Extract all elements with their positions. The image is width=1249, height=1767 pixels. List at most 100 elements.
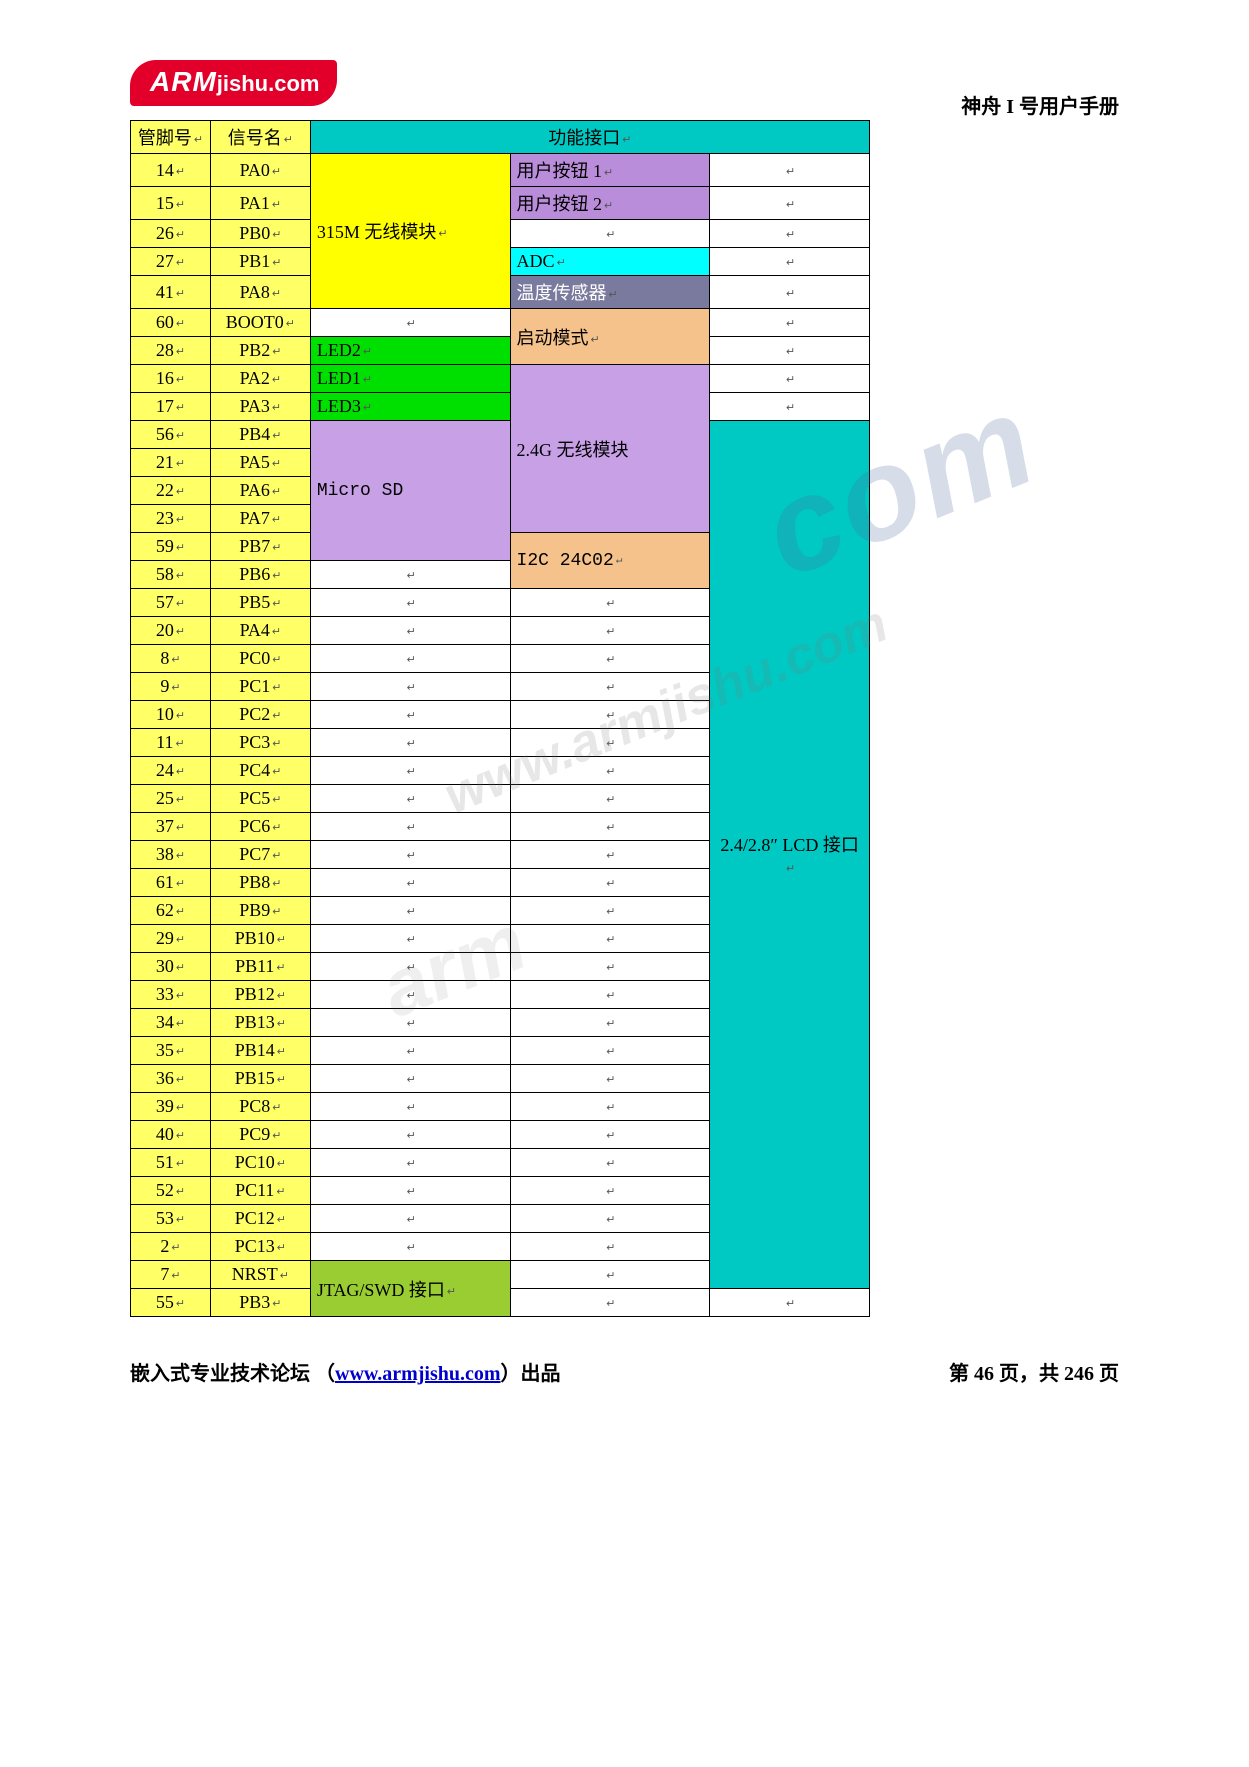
cell-sig: PA1 (210, 187, 310, 220)
cell-empty (310, 925, 510, 953)
cell-pin: 23 (131, 505, 211, 533)
cell-empty (310, 673, 510, 701)
logo: ARMjishu.com 神舟 I 号用户手册 (130, 60, 1119, 110)
cell-sig: PA7 (210, 505, 310, 533)
cell-sig: PA5 (210, 449, 310, 477)
block-24g: 2.4G 无线模块 (510, 365, 710, 533)
cell-sig: PB12 (210, 981, 310, 1009)
cell-pin: 58 (131, 561, 211, 589)
cell-sig: PB3 (210, 1289, 310, 1317)
cell-empty (510, 1093, 710, 1121)
cell-sig: NRST (210, 1261, 310, 1289)
cell-pin: 10 (131, 701, 211, 729)
cell-empty (710, 154, 870, 187)
cell-empty (310, 1177, 510, 1205)
cell-empty (710, 220, 870, 248)
cell-empty (510, 617, 710, 645)
footer-right: 第 46 页，共 246 页 (949, 1357, 1119, 1386)
page-footer: 嵌入式专业技术论坛 （www.armjishu.com）出品 第 46 页，共 … (130, 1357, 1119, 1386)
cell-empty (710, 365, 870, 393)
block-led3: LED3 (310, 393, 510, 421)
cell-empty (510, 1037, 710, 1065)
cell-pin: 51 (131, 1149, 211, 1177)
cell-empty (510, 925, 710, 953)
cell-pin: 15 (131, 187, 211, 220)
th-sig: 信号名 (210, 121, 310, 154)
cell-sig: PC5 (210, 785, 310, 813)
cell-pin: 37 (131, 813, 211, 841)
cell-sig: PB8 (210, 869, 310, 897)
cell-empty (510, 1177, 710, 1205)
pin-table: 管脚号 信号名 功能接口 14 PA0 315M 无线模块 用户按钮 1 15 … (130, 120, 870, 1317)
cell-sig: PC9 (210, 1121, 310, 1149)
cell-pin: 40 (131, 1121, 211, 1149)
cell-pin: 2 (131, 1233, 211, 1261)
th-pin: 管脚号 (131, 121, 211, 154)
cell-sig: PC6 (210, 813, 310, 841)
cell-sig: PB6 (210, 561, 310, 589)
cell-empty (310, 1009, 510, 1037)
cell-pin: 36 (131, 1065, 211, 1093)
cell-sig: PA8 (210, 276, 310, 309)
cell-pin: 21 (131, 449, 211, 477)
cell-empty (310, 561, 510, 589)
cell-pin: 52 (131, 1177, 211, 1205)
block-lcd: 2.4/2.8″ LCD 接口 (710, 421, 870, 1289)
cell-empty (310, 589, 510, 617)
cell-empty (310, 617, 510, 645)
block-microsd: Micro SD (310, 421, 510, 561)
cell-pin: 27 (131, 248, 211, 276)
cell-empty (510, 701, 710, 729)
logo-arm: ARM (150, 66, 217, 97)
cell-empty (510, 981, 710, 1009)
cell-sig: PC7 (210, 841, 310, 869)
logo-rest: jishu.com (217, 71, 320, 96)
cell-pin: 7 (131, 1261, 211, 1289)
cell-empty (310, 953, 510, 981)
block-led1: LED1 (310, 365, 510, 393)
cell-sig: PB15 (210, 1065, 310, 1093)
cell-pin: 20 (131, 617, 211, 645)
block-led2: LED2 (310, 337, 510, 365)
cell-pin: 33 (131, 981, 211, 1009)
cell-empty (510, 785, 710, 813)
cell-sig: PB10 (210, 925, 310, 953)
cell-empty (310, 813, 510, 841)
cell-empty (510, 589, 710, 617)
cell-empty (310, 841, 510, 869)
cell-empty (310, 1233, 510, 1261)
cell-empty (710, 248, 870, 276)
cell-empty (310, 729, 510, 757)
cell-sig: PB13 (210, 1009, 310, 1037)
cell-sig: PB5 (210, 589, 310, 617)
cell-empty (510, 1065, 710, 1093)
block-boot: 启动模式 (510, 309, 710, 365)
cell-empty (310, 701, 510, 729)
cell-empty (310, 645, 510, 673)
cell-pin: 34 (131, 1009, 211, 1037)
cell-sig: BOOT0 (210, 309, 310, 337)
cell-empty (510, 897, 710, 925)
cell-empty (310, 1121, 510, 1149)
cell-empty (310, 1065, 510, 1093)
block-adc: ADC (510, 248, 710, 276)
doc-title: 神舟 I 号用户手册 (961, 90, 1119, 119)
cell-sig: PB7 (210, 533, 310, 561)
cell-empty (310, 869, 510, 897)
cell-empty (510, 1233, 710, 1261)
cell-sig: PB1 (210, 248, 310, 276)
cell-pin: 55 (131, 1289, 211, 1317)
cell-pin: 56 (131, 421, 211, 449)
cell-sig: PC3 (210, 729, 310, 757)
cell-empty (710, 337, 870, 365)
cell-empty (310, 785, 510, 813)
cell-sig: PB9 (210, 897, 310, 925)
footer-left: 嵌入式专业技术论坛 （www.armjishu.com）出品 (130, 1357, 561, 1386)
block-i2c: I2C 24C02 (510, 533, 710, 589)
cell-pin: 60 (131, 309, 211, 337)
cell-empty (310, 1037, 510, 1065)
footer-link[interactable]: www.armjishu.com (335, 1363, 501, 1385)
cell-empty (710, 187, 870, 220)
cell-empty (510, 1009, 710, 1037)
cell-sig: PA6 (210, 477, 310, 505)
